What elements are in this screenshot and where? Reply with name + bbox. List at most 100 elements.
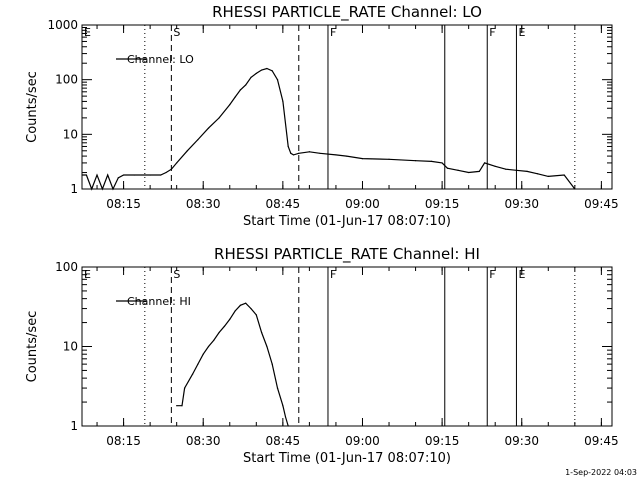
data-point bbox=[547, 175, 549, 178]
data-point bbox=[91, 188, 93, 190]
data-point bbox=[213, 339, 215, 341]
x-tick-label: 09:15 bbox=[425, 197, 460, 211]
data-point bbox=[287, 145, 289, 148]
data-point bbox=[261, 331, 263, 334]
chart-title: RHESSI PARTICLE_RATE Channel: LO bbox=[212, 3, 482, 22]
data-point bbox=[223, 325, 226, 327]
x-tick-label: 08:45 bbox=[266, 434, 301, 448]
data-point bbox=[388, 158, 390, 160]
data-point bbox=[526, 170, 528, 172]
data-point bbox=[149, 174, 151, 176]
data-point bbox=[170, 168, 172, 170]
data-point bbox=[574, 188, 576, 190]
data-point bbox=[197, 363, 199, 365]
data-point bbox=[165, 171, 167, 174]
data-point bbox=[229, 103, 231, 106]
data-point bbox=[276, 79, 279, 81]
x-tick-label: 09:00 bbox=[345, 434, 380, 448]
data-point bbox=[107, 174, 109, 176]
data-point bbox=[184, 387, 186, 389]
data-point bbox=[192, 373, 194, 375]
data-point bbox=[266, 67, 268, 70]
x-tick-label: 09:30 bbox=[504, 434, 539, 448]
event-marker-label: E bbox=[518, 268, 525, 281]
data-point bbox=[218, 331, 220, 334]
data-point bbox=[239, 304, 241, 306]
data-point bbox=[261, 69, 263, 71]
x-tick-label: 08:15 bbox=[106, 197, 141, 211]
data-point bbox=[319, 152, 321, 154]
data-point bbox=[176, 405, 178, 407]
y-tick-label: 1000 bbox=[47, 18, 78, 32]
data-point bbox=[202, 353, 204, 355]
data-point bbox=[122, 174, 125, 176]
x-tick-label: 09:15 bbox=[425, 434, 460, 448]
data-point bbox=[468, 171, 470, 174]
data-point bbox=[478, 170, 480, 172]
event-marker-label: E bbox=[518, 26, 525, 39]
y-tick-label: 1 bbox=[70, 182, 78, 196]
x-tick-label: 08:15 bbox=[106, 434, 141, 448]
data-point bbox=[234, 96, 236, 98]
y-tick-label: 10 bbox=[63, 127, 78, 141]
data-point bbox=[197, 139, 199, 141]
lo-channel-panel: RHESSI PARTICLE_RATE Channel: LO Start Ti… bbox=[25, 3, 619, 229]
data-point bbox=[441, 162, 443, 164]
y-axis-label: Counts/sec bbox=[25, 311, 40, 383]
legend-label: Channel: HI bbox=[127, 295, 191, 308]
data-point bbox=[160, 174, 162, 176]
data-point bbox=[494, 165, 496, 167]
data-point bbox=[186, 150, 188, 152]
data-point bbox=[287, 425, 289, 427]
data-point bbox=[292, 154, 295, 156]
data-point bbox=[271, 70, 273, 72]
data-point bbox=[284, 416, 287, 418]
event-marker-label: E bbox=[84, 26, 91, 39]
data-point bbox=[101, 188, 103, 190]
data-point bbox=[282, 100, 284, 103]
data-point bbox=[218, 117, 220, 119]
data-point bbox=[276, 387, 279, 389]
data-point bbox=[255, 314, 257, 316]
data-point bbox=[308, 151, 310, 153]
data-point bbox=[234, 310, 236, 312]
series-line bbox=[82, 67, 576, 191]
data-point bbox=[255, 72, 257, 75]
event-marker-label: F bbox=[489, 26, 495, 39]
data-point bbox=[239, 89, 241, 91]
y-tick-label: 100 bbox=[55, 260, 78, 274]
x-tick-label: 09:30 bbox=[504, 197, 539, 211]
data-point bbox=[250, 307, 252, 310]
data-point bbox=[207, 345, 210, 348]
data-point bbox=[229, 318, 231, 320]
data-point bbox=[245, 84, 247, 86]
y-tick-label: 1 bbox=[70, 419, 78, 433]
event-marker-label: F bbox=[330, 26, 336, 39]
x-tick-label: 08:30 bbox=[186, 434, 221, 448]
event-marker-label: F bbox=[489, 268, 495, 281]
x-tick-label: 09:00 bbox=[345, 197, 380, 211]
data-point bbox=[81, 174, 83, 176]
x-tick-label: 08:45 bbox=[266, 197, 301, 211]
event-marker-label: F bbox=[330, 268, 336, 281]
data-point bbox=[483, 162, 486, 164]
data-point bbox=[245, 302, 247, 304]
data-point bbox=[446, 167, 449, 169]
series-line bbox=[176, 302, 289, 427]
plot-frame bbox=[81, 24, 613, 190]
event-marker-label: E bbox=[84, 268, 91, 281]
data-point bbox=[207, 127, 210, 129]
y-tick-label: 100 bbox=[55, 73, 78, 87]
x-axis-label: Start Time (01-Jun-17 08:07:10) bbox=[243, 214, 451, 229]
data-point bbox=[271, 363, 273, 365]
data-point bbox=[112, 188, 114, 190]
data-point bbox=[335, 154, 337, 156]
data-point bbox=[282, 405, 284, 407]
data-point bbox=[133, 174, 135, 176]
data-point bbox=[298, 152, 300, 154]
hi-channel-panel: RHESSI PARTICLE_RATE Channel: HI Start Ti… bbox=[25, 245, 619, 466]
data-point bbox=[457, 169, 459, 171]
data-point bbox=[361, 157, 364, 160]
data-point bbox=[85, 174, 88, 176]
timestamp: 1-Sep-2022 04:03 bbox=[565, 468, 637, 477]
